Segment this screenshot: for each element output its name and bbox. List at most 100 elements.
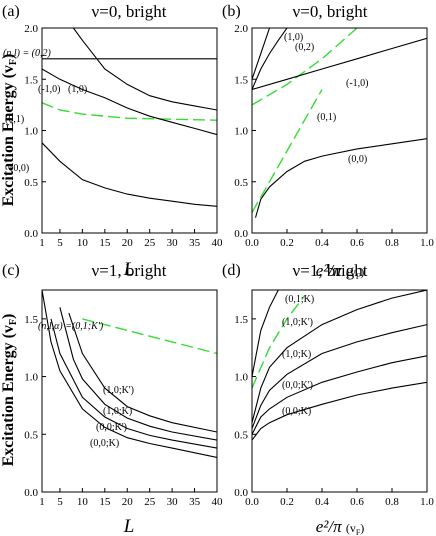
y-tick-label: 1.0 xyxy=(24,126,38,138)
x-axis-label: e²/π (vF) xyxy=(316,261,365,281)
series-layer xyxy=(42,290,217,458)
tick-layer: 1 5 10 15 20 25 30 35 40 0.0 0.5 1.0 1.5 xyxy=(24,314,223,508)
annot-k01: (0,1;K) xyxy=(285,294,314,305)
annot-k10: (1,0;K) xyxy=(103,406,132,417)
panel-letter: (d) xyxy=(222,262,241,279)
annot-k10p: (1,0;K') xyxy=(103,385,134,396)
x-tick-label: 10 xyxy=(77,237,89,249)
x-tick-label: 0.2 xyxy=(280,496,294,508)
x-tick-label: 40 xyxy=(212,237,224,249)
panel-title: ν=1, bright xyxy=(92,261,167,280)
x-tick-label: 5 xyxy=(57,237,63,249)
x-tick-label: 1 xyxy=(39,237,45,249)
y-tick-label: 1.0 xyxy=(234,126,248,138)
x-tick-label: 35 xyxy=(189,496,201,508)
annot-p01: (0,1) xyxy=(5,114,24,125)
y-tick-label: 0.0 xyxy=(234,487,248,499)
y-tick-label: 2.0 xyxy=(24,23,38,35)
annot-p10: (1,0) xyxy=(68,84,87,95)
series-line-6 xyxy=(252,290,279,377)
panel-title: ν=0, bright xyxy=(293,2,368,21)
panel-letter: (c) xyxy=(2,262,20,279)
y-tick-label: 0.5 xyxy=(234,177,248,189)
y-tick-label: 1.0 xyxy=(234,372,248,384)
series-line-5 xyxy=(82,318,217,355)
x-tick-label: 40 xyxy=(212,496,224,508)
x-tick-label: 0.6 xyxy=(350,496,364,508)
series-line-4 xyxy=(72,28,217,111)
tick-layer: 0.0 0.2 0.4 0.6 0.8 1.0 0.0 0.5 1.0 1.5 2.0 xyxy=(234,23,434,249)
annot-m10: (-1,0) xyxy=(346,78,369,89)
x-tick-label: 5 xyxy=(57,496,63,508)
series-line-3 xyxy=(59,307,217,441)
x-tick-label: 25 xyxy=(144,237,156,249)
annot-k10: (1,0;K) xyxy=(282,349,311,360)
tick-layer: 0.0 0.2 0.4 0.6 0.8 1.0 0.0 0.5 1.0 1.5 xyxy=(234,314,434,508)
panel-letter: (a) xyxy=(2,3,20,20)
x-tick-label: 1.0 xyxy=(420,237,434,249)
series-line-2 xyxy=(50,318,217,449)
series-line-4 xyxy=(252,290,427,423)
y-tick-label: 1.5 xyxy=(24,314,38,326)
y-tick-label: 0.0 xyxy=(234,228,248,240)
x-tick-label: 0.0 xyxy=(245,496,259,508)
annot-p00: (0,0) xyxy=(348,154,367,165)
series-line-2 xyxy=(42,102,217,121)
x-tick-label: 30 xyxy=(167,237,179,249)
x-tick-label: 0.2 xyxy=(280,237,294,249)
series-line-5 xyxy=(252,28,288,90)
series-line-1 xyxy=(42,290,217,458)
series-line-3 xyxy=(252,324,427,429)
annot-p02: (0,2) xyxy=(295,42,314,53)
annot-k00p: (0,0;K') xyxy=(96,422,127,433)
series-line-3 xyxy=(252,28,358,106)
series-line-2 xyxy=(252,89,323,213)
y-axis-label-bottom: Excitation Energy (vF) xyxy=(0,314,19,467)
series-line-2 xyxy=(252,355,427,435)
annotations: (n,l) = (0,2) (-1,0) (1,0) (0,1) (0,0) xyxy=(3,48,87,174)
x-axis-label: L xyxy=(123,259,135,280)
annot-k00: (0,0;K) xyxy=(90,438,119,449)
y-tick-label: 0.5 xyxy=(24,429,38,441)
x-tick-label: 35 xyxy=(189,237,201,249)
x-axis-label: e²/π (vF) xyxy=(316,517,365,536)
y-tick-label: 2.0 xyxy=(234,23,248,35)
annotations: (n,l,α) =(0,1;K') (1,0;K') (1,0;K) (0,0;… xyxy=(38,321,134,449)
x-tick-label: 0.6 xyxy=(350,237,364,249)
series-line-4 xyxy=(252,37,427,91)
x-tick-label: 10 xyxy=(77,496,89,508)
plot-frame xyxy=(41,289,218,493)
annot-nl: (n,l) = (0,2) xyxy=(3,48,52,59)
x-tick-label: 0.8 xyxy=(385,496,399,508)
y-tick-label: 0.0 xyxy=(24,487,38,499)
x-tick-label: 0.4 xyxy=(315,237,329,249)
x-tick-label: 1.0 xyxy=(420,496,434,508)
annot-k00p: (0,0;K') xyxy=(282,380,313,391)
x-tick-label: 0.0 xyxy=(245,237,259,249)
series-layer xyxy=(252,290,427,441)
y-tick-label: 1.5 xyxy=(24,74,38,86)
x-axis-label: L xyxy=(123,516,135,536)
x-tick-label: 20 xyxy=(122,496,134,508)
annotations: (0,1;K) (1,0;K') (1,0;K) (0,0;K') (0,0;K… xyxy=(282,294,314,417)
panel-d: (d) ν=1, bright 0.0 0.2 0.4 0.6 0.8 1.0 0.0 0.5… xyxy=(222,261,434,536)
annot-k00: (0,0;K) xyxy=(282,406,311,417)
series-line-3 xyxy=(42,68,217,136)
y-tick-label: 1.5 xyxy=(234,314,248,326)
y-tick-label: 0.0 xyxy=(24,228,38,240)
plot-frame xyxy=(251,289,428,493)
annot-p01: (0,1) xyxy=(317,112,336,123)
series-line-6 xyxy=(252,28,271,80)
panel-a: (a) ν=0, bright 1 5 10 15 20 25 30 35 40 0.0 0.5 1.… xyxy=(2,2,223,280)
x-tick-label: 15 xyxy=(99,496,111,508)
y-axis-label-top: Excitation Energy (vF) xyxy=(0,54,19,207)
series-layer xyxy=(252,28,427,218)
x-tick-label: 0.8 xyxy=(385,237,399,249)
series-line-4 xyxy=(68,312,217,433)
x-tick-label: 30 xyxy=(167,496,179,508)
x-tick-label: 0.4 xyxy=(315,496,329,508)
panel-letter: (b) xyxy=(222,3,241,20)
panel-title: ν=1, bright xyxy=(293,261,368,280)
plot-frame xyxy=(251,27,428,234)
